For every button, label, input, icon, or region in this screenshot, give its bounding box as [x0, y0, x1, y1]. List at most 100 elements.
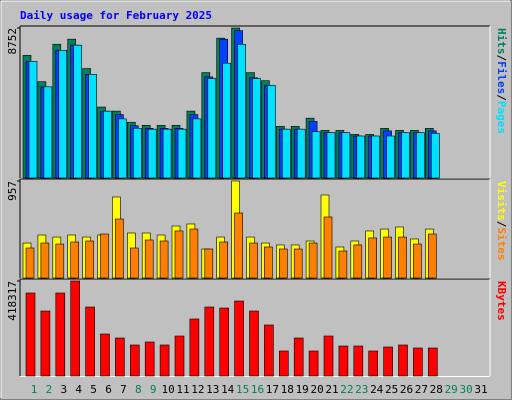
bar: [383, 236, 392, 279]
bar: [189, 318, 200, 377]
bar: [85, 306, 95, 377]
bar: [356, 135, 366, 179]
bar: [323, 216, 333, 279]
bar: [430, 133, 440, 179]
bar: [204, 306, 215, 377]
bar: [278, 350, 289, 377]
x-tick-label: 1: [31, 383, 38, 396]
x-tick-label: 19: [296, 383, 309, 396]
bar: [249, 242, 258, 279]
bar: [219, 241, 228, 279]
bar: [308, 242, 318, 279]
x-tick-label: 22: [340, 383, 353, 396]
bar: [234, 212, 243, 279]
x-tick-label: 26: [400, 383, 413, 396]
legend: Visits/Sites: [495, 181, 508, 261]
x-tick-label: 13: [206, 383, 219, 396]
bar: [73, 44, 82, 179]
x-tick-label: 21: [325, 383, 338, 396]
bar: [40, 310, 51, 377]
bar: [174, 230, 184, 279]
bar: [100, 333, 110, 377]
bar: [308, 350, 319, 377]
legend-separator: /: [495, 55, 508, 62]
bar: [383, 346, 393, 377]
bar: [70, 280, 80, 377]
bar: [177, 128, 187, 179]
bar: [133, 127, 142, 179]
bar: [174, 335, 185, 377]
bar: [130, 344, 140, 377]
bar: [144, 239, 154, 279]
bar: [58, 50, 68, 179]
bar: [252, 78, 261, 179]
x-tick-label: 11: [176, 383, 189, 396]
bar: [326, 132, 336, 179]
bar: [427, 233, 437, 279]
bar: [368, 350, 379, 377]
x-tick-label: 8: [135, 383, 142, 396]
bar: [413, 243, 422, 279]
bar: [323, 335, 334, 377]
bar: [293, 337, 304, 377]
bar: [192, 118, 202, 179]
x-tick-label: 31: [474, 383, 487, 396]
bar: [28, 61, 38, 179]
bar: [222, 62, 231, 179]
bar: [100, 233, 109, 279]
x-tick-label: 5: [90, 383, 97, 396]
x-tick-label: 16: [251, 383, 264, 396]
x-tick-label: 20: [310, 383, 323, 396]
bar: [371, 135, 381, 179]
bar: [264, 246, 273, 279]
bar: [267, 85, 276, 179]
bar: [88, 74, 97, 179]
legend: KBytes: [495, 281, 508, 321]
bar: [43, 86, 53, 179]
bar: [386, 135, 395, 179]
legend-separator: /: [495, 94, 508, 101]
bar: [341, 132, 351, 179]
x-tick-label: 9: [150, 383, 157, 396]
bar: [353, 244, 363, 279]
x-tick-label: 10: [161, 383, 174, 396]
bar: [189, 228, 199, 279]
bar: [162, 128, 172, 179]
legend-entry: Pages: [495, 101, 508, 134]
x-tick-label: 14: [221, 383, 235, 396]
x-tick-label: 15: [236, 383, 249, 396]
bar: [311, 131, 321, 179]
legend-entry: Hits: [495, 28, 508, 55]
x-tick-label: 28: [430, 383, 443, 396]
bar: [204, 248, 214, 279]
legend: Hits/Files/Pages: [495, 28, 508, 134]
bar: [264, 324, 274, 377]
bar: [103, 110, 112, 179]
bar: [115, 337, 125, 377]
bar: [219, 307, 229, 377]
legend-entry: Files: [495, 61, 508, 94]
bar: [25, 292, 36, 377]
bar: [368, 237, 378, 279]
legend-entry: Sites: [495, 227, 508, 260]
x-tick-label: 4: [75, 383, 82, 396]
y-tick-label: 8752: [6, 28, 19, 55]
chart-title: Daily usage for February 2025: [20, 9, 212, 22]
x-tick-label: 2: [46, 383, 53, 396]
bar: [40, 242, 50, 279]
bar: [115, 218, 124, 279]
x-tick-label: 27: [415, 383, 428, 396]
legend-separator: /: [495, 221, 508, 228]
bar: [296, 128, 306, 179]
bar: [338, 345, 349, 377]
y-tick-label: 418317: [6, 281, 19, 321]
bar: [207, 78, 217, 179]
x-tick-label: 18: [281, 383, 294, 396]
bar: [147, 128, 157, 179]
bar: [398, 344, 408, 377]
bar: [293, 248, 303, 279]
y-tick-label: 957: [6, 181, 19, 201]
bar: [338, 250, 348, 279]
bar: [144, 341, 155, 377]
